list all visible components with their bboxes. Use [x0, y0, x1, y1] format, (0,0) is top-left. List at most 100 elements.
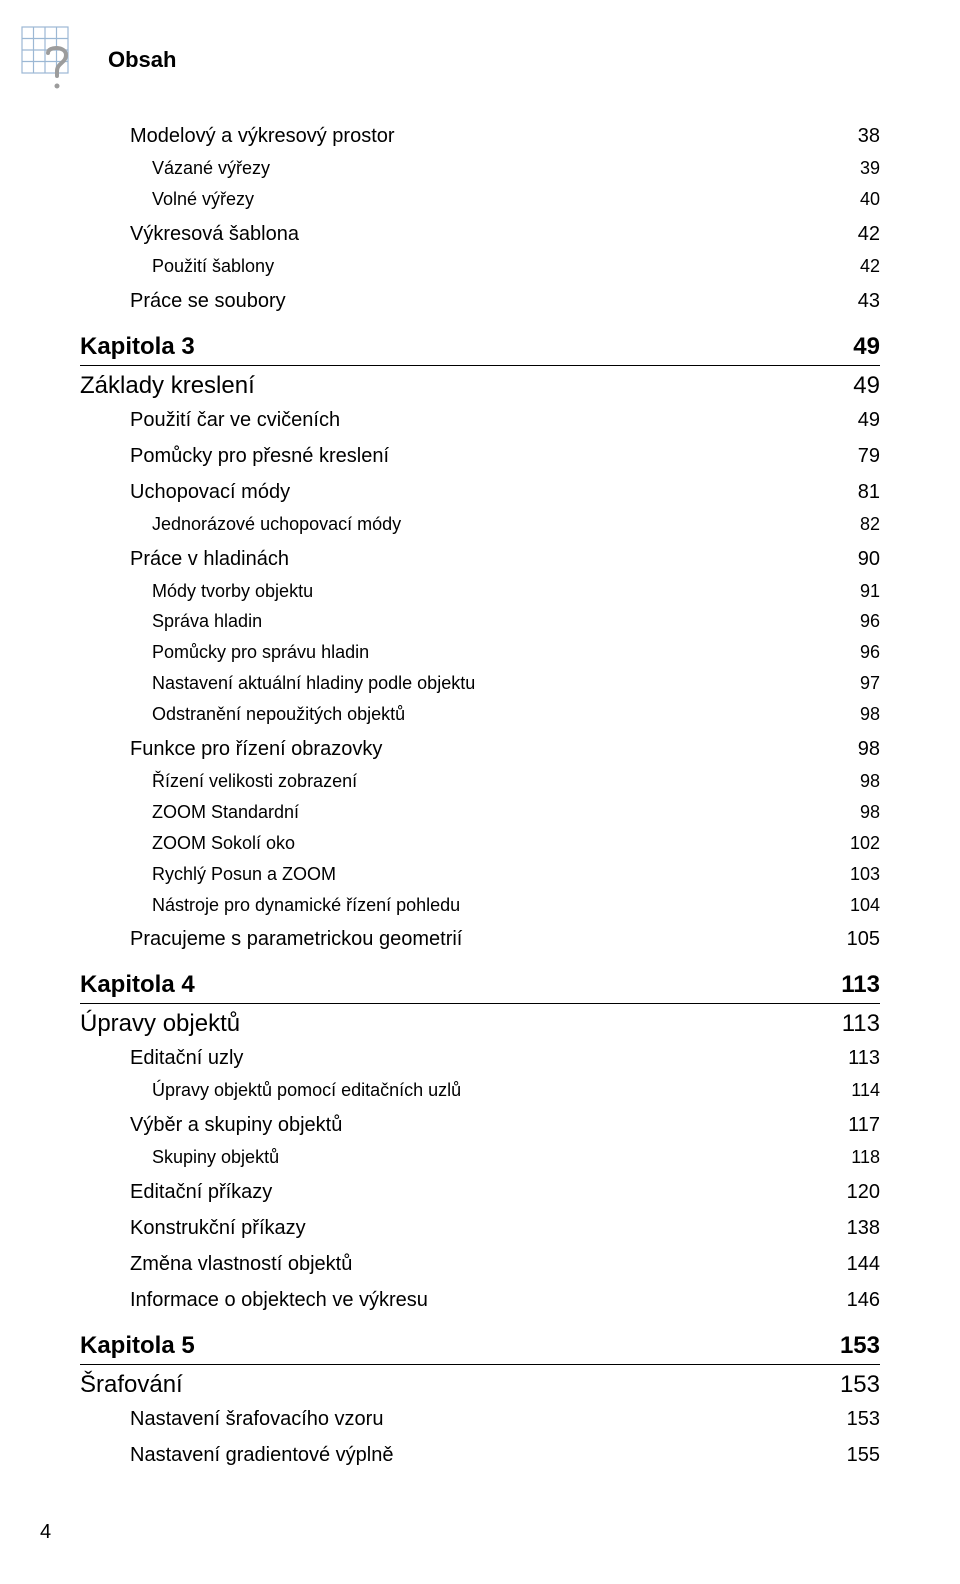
toc-entry: Práce v hladinách90 [130, 543, 880, 575]
toc-entry-page: 113 [830, 1042, 880, 1074]
toc-entry-label: Odstranění nepoužitých objektů [152, 701, 830, 729]
toc-entry: Nastavení gradientové výplně155 [130, 1439, 880, 1471]
page-header: Obsah [20, 25, 880, 95]
toc-entry: Uchopovací módy81 [130, 476, 880, 508]
toc-entry: Modelový a výkresový prostor38 [130, 120, 880, 152]
toc-entry-label: Úpravy objektů [80, 1010, 830, 1038]
toc-entry-label: Kapitola 5 [80, 1332, 830, 1360]
toc-entry-label: Rychlý Posun a ZOOM [152, 861, 830, 889]
toc-entry-page: 153 [830, 1332, 880, 1360]
toc-entry-page: 105 [830, 923, 880, 955]
toc-entry-page: 42 [830, 253, 880, 281]
toc-entry-page: 103 [830, 861, 880, 889]
toc-entry-label: Řízení velikosti zobrazení [152, 768, 830, 796]
toc-entry: Použití šablony42 [152, 253, 880, 281]
toc-entry-label: Nastavení šrafovacího vzoru [130, 1403, 830, 1435]
toc-entry-page: 38 [830, 120, 880, 152]
toc-entry-label: Nastavení gradientové výplně [130, 1439, 830, 1471]
toc-entry: Správa hladin96 [152, 608, 880, 636]
table-of-contents: Modelový a výkresový prostor38Vázané výř… [80, 120, 880, 1471]
toc-entry-label: Pomůcky pro správu hladin [152, 639, 830, 667]
toc-entry-label: Nástroje pro dynamické řízení pohledu [152, 892, 830, 920]
toc-entry: ZOOM Standardní98 [152, 799, 880, 827]
toc-entry-label: Jednorázové uchopovací módy [152, 511, 830, 539]
toc-entry-page: 82 [830, 511, 880, 539]
toc-entry-page: 49 [830, 372, 880, 400]
toc-entry: Kapitola 349 [80, 333, 880, 366]
toc-entry: Kapitola 5153 [80, 1332, 880, 1365]
toc-entry: ZOOM Sokolí oko102 [152, 830, 880, 858]
toc-entry: Rychlý Posun a ZOOM103 [152, 861, 880, 889]
toc-entry: Funkce pro řízení obrazovky98 [130, 733, 880, 765]
toc-entry-page: 90 [830, 543, 880, 575]
toc-entry-page: 102 [830, 830, 880, 858]
toc-entry: Nastavení aktuální hladiny podle objektu… [152, 670, 880, 698]
toc-entry-page: 98 [830, 799, 880, 827]
toc-entry-page: 153 [830, 1371, 880, 1399]
toc-entry: Odstranění nepoužitých objektů98 [152, 701, 880, 729]
toc-entry: Nástroje pro dynamické řízení pohledu104 [152, 892, 880, 920]
toc-entry: Řízení velikosti zobrazení98 [152, 768, 880, 796]
toc-entry-label: Editační příkazy [130, 1176, 830, 1208]
toc-entry: Jednorázové uchopovací módy82 [152, 511, 880, 539]
toc-entry-page: 120 [830, 1176, 880, 1208]
toc-entry-page: 113 [830, 1010, 880, 1038]
toc-entry: Editační příkazy120 [130, 1176, 880, 1208]
toc-entry-label: Nastavení aktuální hladiny podle objektu [152, 670, 830, 698]
toc-entry-page: 91 [830, 578, 880, 606]
toc-entry-page: 118 [830, 1144, 880, 1172]
toc-entry: Změna vlastností objektů144 [130, 1248, 880, 1280]
toc-entry-label: Změna vlastností objektů [130, 1248, 830, 1280]
toc-entry: Práce se soubory43 [130, 285, 880, 317]
toc-entry-page: 40 [830, 186, 880, 214]
toc-entry-label: Uchopovací módy [130, 476, 830, 508]
toc-entry-page: 97 [830, 670, 880, 698]
toc-entry-label: Skupiny objektů [152, 1144, 830, 1172]
toc-entry-page: 79 [830, 440, 880, 472]
toc-entry-label: Práce v hladinách [130, 543, 830, 575]
toc-entry-label: Výběr a skupiny objektů [130, 1109, 830, 1141]
toc-entry-page: 43 [830, 285, 880, 317]
toc-entry-page: 42 [830, 218, 880, 250]
toc-entry-label: Informace o objektech ve výkresu [130, 1284, 830, 1316]
toc-entry: Volné výřezy40 [152, 186, 880, 214]
toc-entry-page: 155 [830, 1439, 880, 1471]
toc-entry-page: 117 [830, 1109, 880, 1141]
toc-entry: Vázané výřezy39 [152, 155, 880, 183]
toc-entry-label: Konstrukční příkazy [130, 1212, 830, 1244]
toc-entry-label: Použití šablony [152, 253, 830, 281]
toc-entry: Pracujeme s parametrickou geometrií105 [130, 923, 880, 955]
toc-entry: Editační uzly113 [130, 1042, 880, 1074]
toc-entry: Skupiny objektů118 [152, 1144, 880, 1172]
toc-entry-label: ZOOM Standardní [152, 799, 830, 827]
toc-entry-label: Šrafování [80, 1371, 830, 1399]
toc-entry: Módy tvorby objektu91 [152, 578, 880, 606]
toc-entry: Konstrukční příkazy138 [130, 1212, 880, 1244]
toc-entry-page: 114 [830, 1077, 880, 1105]
toc-entry-label: Kapitola 4 [80, 971, 830, 999]
toc-entry-label: ZOOM Sokolí oko [152, 830, 830, 858]
toc-entry-label: Vázané výřezy [152, 155, 830, 183]
toc-entry-label: Editační uzly [130, 1042, 830, 1074]
toc-entry-page: 138 [830, 1212, 880, 1244]
toc-entry: Kapitola 4113 [80, 971, 880, 1004]
toc-entry-label: Pracujeme s parametrickou geometrií [130, 923, 830, 955]
toc-entry: Pomůcky pro správu hladin96 [152, 639, 880, 667]
toc-entry-label: Kapitola 3 [80, 333, 830, 361]
toc-entry-label: Funkce pro řízení obrazovky [130, 733, 830, 765]
toc-entry: Použití čar ve cvičeních49 [130, 404, 880, 436]
toc-entry-label: Výkresová šablona [130, 218, 830, 250]
toc-entry-label: Módy tvorby objektu [152, 578, 830, 606]
toc-entry-page: 96 [830, 608, 880, 636]
page-number: 4 [40, 1521, 880, 1544]
grid-question-icon [20, 25, 90, 95]
toc-entry-page: 98 [830, 701, 880, 729]
toc-entry-label: Modelový a výkresový prostor [130, 120, 830, 152]
toc-entry-label: Správa hladin [152, 608, 830, 636]
toc-entry-page: 39 [830, 155, 880, 183]
toc-entry-label: Úpravy objektů pomocí editačních uzlů [152, 1077, 830, 1105]
toc-entry: Šrafování153 [80, 1371, 880, 1399]
page-title: Obsah [108, 47, 176, 73]
toc-entry-page: 98 [830, 768, 880, 796]
toc-entry-label: Volné výřezy [152, 186, 830, 214]
